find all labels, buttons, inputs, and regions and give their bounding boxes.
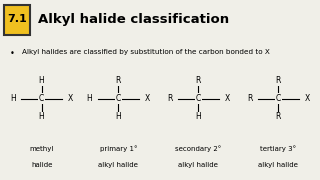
Text: alkyl halide: alkyl halide	[179, 162, 218, 168]
Text: R: R	[167, 94, 172, 103]
Text: R: R	[116, 76, 121, 85]
Text: H: H	[39, 76, 44, 85]
Text: R: R	[196, 76, 201, 85]
Text: primary 1°: primary 1°	[100, 146, 137, 152]
Text: C: C	[196, 94, 201, 103]
Text: alkyl halide: alkyl halide	[99, 162, 138, 168]
Text: secondary 2°: secondary 2°	[175, 146, 221, 152]
Text: C: C	[39, 94, 44, 103]
Text: alkyl halide: alkyl halide	[259, 162, 298, 168]
Text: H: H	[10, 94, 16, 103]
Text: R: R	[276, 76, 281, 85]
Text: H: H	[196, 112, 201, 121]
Text: X: X	[225, 94, 230, 103]
FancyBboxPatch shape	[4, 5, 30, 35]
Text: R: R	[276, 112, 281, 121]
Text: Alkyl halide classification: Alkyl halide classification	[38, 12, 229, 26]
Text: tertiary 3°: tertiary 3°	[260, 146, 296, 152]
Text: X: X	[68, 94, 73, 103]
Text: H: H	[39, 112, 44, 121]
Text: X: X	[305, 94, 310, 103]
Text: X: X	[145, 94, 150, 103]
Text: C: C	[276, 94, 281, 103]
Text: •: •	[10, 50, 14, 59]
Text: H: H	[87, 94, 92, 103]
Text: C: C	[116, 94, 121, 103]
Text: R: R	[247, 94, 252, 103]
Text: H: H	[116, 112, 121, 121]
Text: halide: halide	[31, 162, 52, 168]
Text: Alkyl halides are classified by substitution of the carbon bonded to X: Alkyl halides are classified by substitu…	[22, 50, 270, 55]
Text: methyl: methyl	[29, 146, 54, 152]
Text: 7.1: 7.1	[7, 14, 27, 24]
